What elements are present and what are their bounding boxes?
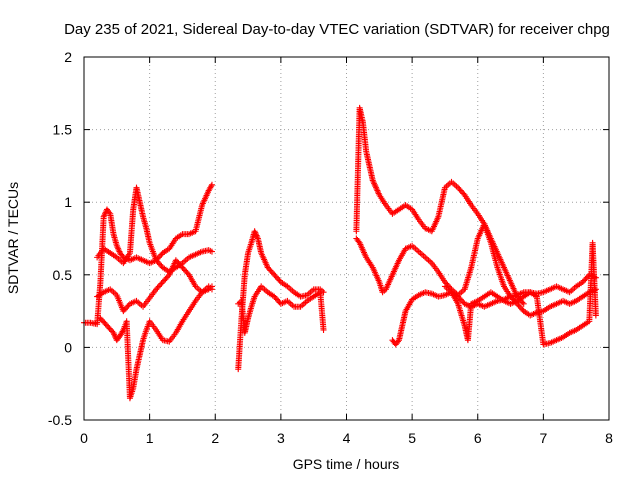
axis-ticks: 0 1 2 3 4 5 6 7 8 -0.5 0 0.5 1 1.5 2 [48, 49, 613, 446]
series-s10 [441, 239, 599, 348]
x-tick-label: 3 [277, 430, 285, 446]
series-s6 [235, 283, 327, 336]
x-tick-label: 0 [80, 430, 88, 446]
data-point [208, 181, 215, 188]
series-s1 [81, 181, 215, 328]
x-tick-label: 1 [146, 430, 154, 446]
y-tick-label: 0.5 [53, 267, 73, 283]
x-tick-label: 2 [211, 430, 219, 446]
data-point [208, 248, 215, 255]
y-tick-label: 2 [64, 49, 72, 65]
x-tick-label: 5 [408, 430, 416, 446]
data-points [81, 104, 599, 402]
y-tick-label: 1 [64, 194, 72, 210]
y-tick-label: 0 [64, 339, 72, 355]
x-tick-label: 6 [474, 430, 482, 446]
y-axis-label: SDTVAR / TECUs [5, 182, 21, 294]
data-point [592, 312, 599, 319]
data-point [320, 326, 327, 333]
y-tick-label: -0.5 [48, 412, 72, 428]
x-tick-label: 7 [539, 430, 547, 446]
series-s2 [94, 184, 215, 275]
data-point [208, 286, 215, 293]
grid [84, 57, 609, 420]
x-tick-label: 8 [605, 430, 613, 446]
series-s4 [97, 283, 215, 402]
chart-title: Day 235 of 2021, Sidereal Day-to-day VTE… [64, 21, 610, 38]
x-tick-label: 4 [343, 430, 351, 446]
series-s3 [94, 257, 215, 315]
x-axis-label: GPS time / hours [293, 456, 400, 472]
data-point [520, 300, 527, 307]
y-tick-label: 1.5 [53, 122, 73, 138]
